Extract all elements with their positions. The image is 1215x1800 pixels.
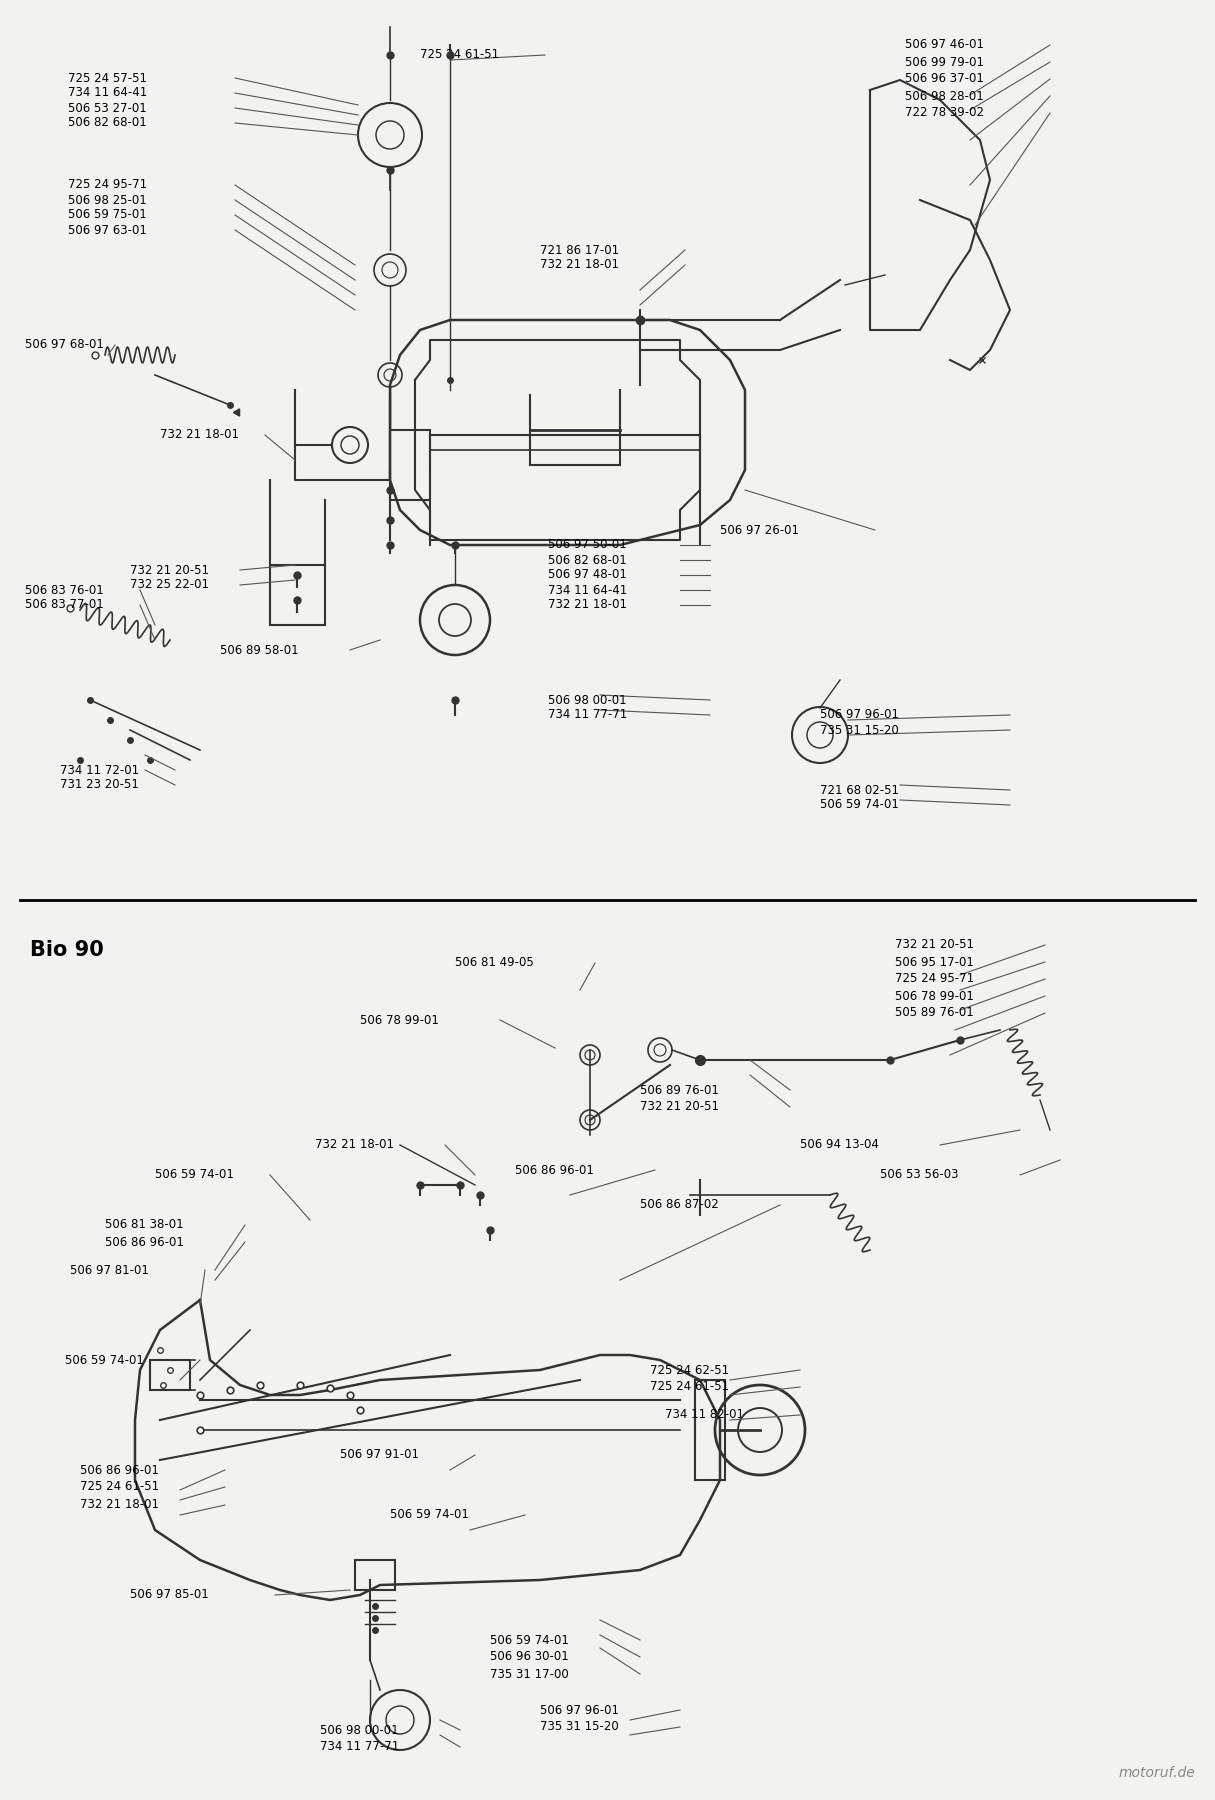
Bar: [270, 565, 324, 625]
Text: 734 11 82-01: 734 11 82-01: [665, 1408, 744, 1422]
Text: 506 97 48-01: 506 97 48-01: [548, 569, 627, 581]
Text: 506 59 74-01: 506 59 74-01: [156, 1168, 233, 1181]
Text: 735 31 17-00: 735 31 17-00: [490, 1667, 569, 1681]
Text: 735 31 15-20: 735 31 15-20: [820, 724, 899, 736]
Text: 506 59 74-01: 506 59 74-01: [390, 1508, 469, 1521]
Text: 506 97 50-01: 506 97 50-01: [548, 538, 627, 551]
Text: 506 98 00-01: 506 98 00-01: [548, 693, 627, 706]
Text: 725 24 61-51: 725 24 61-51: [80, 1480, 159, 1494]
Text: 734 11 77-71: 734 11 77-71: [320, 1741, 400, 1753]
Text: 732 21 20-51: 732 21 20-51: [895, 938, 974, 952]
Text: motoruf.de: motoruf.de: [1118, 1766, 1196, 1780]
Text: 725 24 61-51: 725 24 61-51: [420, 49, 499, 61]
Text: 506 81 49-05: 506 81 49-05: [454, 956, 533, 970]
Text: 725 24 95-71: 725 24 95-71: [68, 178, 147, 191]
Text: 506 86 96-01: 506 86 96-01: [104, 1235, 183, 1249]
Text: 506 98 28-01: 506 98 28-01: [905, 90, 984, 103]
Text: 506 97 96-01: 506 97 96-01: [820, 709, 899, 722]
Text: 506 53 56-03: 506 53 56-03: [880, 1168, 959, 1181]
Text: 506 59 74-01: 506 59 74-01: [490, 1634, 569, 1647]
Text: 506 89 76-01: 506 89 76-01: [640, 1084, 719, 1096]
Text: 734 11 64-41: 734 11 64-41: [68, 86, 147, 99]
Text: 506 82 68-01: 506 82 68-01: [548, 554, 627, 567]
Text: 506 78 99-01: 506 78 99-01: [360, 1013, 439, 1026]
Text: 506 83 77-01: 506 83 77-01: [26, 598, 103, 612]
Text: 722 78 39-02: 722 78 39-02: [905, 106, 984, 119]
Text: 506 78 99-01: 506 78 99-01: [895, 990, 974, 1003]
Text: 506 86 96-01: 506 86 96-01: [515, 1163, 594, 1177]
Text: 725 24 61-51: 725 24 61-51: [650, 1381, 729, 1393]
Text: 732 21 18-01: 732 21 18-01: [548, 598, 627, 612]
Text: 735 31 15-20: 735 31 15-20: [539, 1721, 618, 1733]
Text: 732 21 18-01: 732 21 18-01: [80, 1498, 159, 1512]
Text: 734 11 77-71: 734 11 77-71: [548, 709, 627, 722]
Text: 506 95 17-01: 506 95 17-01: [895, 956, 974, 968]
Text: 506 97 85-01: 506 97 85-01: [130, 1589, 209, 1602]
Text: 725 24 57-51: 725 24 57-51: [68, 72, 147, 85]
Text: 506 53 27-01: 506 53 27-01: [68, 101, 147, 115]
Text: 506 59 75-01: 506 59 75-01: [68, 209, 147, 221]
Text: 732 21 20-51: 732 21 20-51: [130, 563, 209, 576]
Text: Bio 90: Bio 90: [30, 940, 103, 959]
Text: 506 94 13-04: 506 94 13-04: [799, 1139, 878, 1152]
Text: 732 25 22-01: 732 25 22-01: [130, 578, 209, 592]
Text: 734 11 64-41: 734 11 64-41: [548, 583, 627, 596]
Text: 506 97 46-01: 506 97 46-01: [905, 38, 984, 52]
Text: 725 24 62-51: 725 24 62-51: [650, 1364, 729, 1377]
Text: 506 59 74-01: 506 59 74-01: [64, 1354, 143, 1366]
Text: 732 21 18-01: 732 21 18-01: [160, 428, 239, 441]
Text: 732 21 18-01: 732 21 18-01: [539, 259, 618, 272]
Text: 506 96 37-01: 506 96 37-01: [905, 72, 984, 85]
Text: 734 11 72-01: 734 11 72-01: [60, 763, 140, 776]
Text: 721 86 17-01: 721 86 17-01: [539, 243, 620, 256]
Text: 506 97 26-01: 506 97 26-01: [720, 524, 799, 536]
Text: 725 24 95-71: 725 24 95-71: [895, 972, 974, 986]
Text: 732 21 20-51: 732 21 20-51: [640, 1100, 719, 1114]
Text: 506 97 91-01: 506 97 91-01: [340, 1449, 419, 1462]
Bar: [695, 1381, 725, 1480]
Text: 506 59 74-01: 506 59 74-01: [820, 799, 899, 812]
Text: 505 89 76-01: 505 89 76-01: [895, 1006, 973, 1019]
Text: 506 99 79-01: 506 99 79-01: [905, 56, 984, 68]
Text: 731 23 20-51: 731 23 20-51: [60, 778, 139, 792]
Text: 506 97 68-01: 506 97 68-01: [26, 338, 103, 351]
Text: 506 81 38-01: 506 81 38-01: [104, 1219, 183, 1231]
Bar: [355, 1561, 395, 1589]
Text: 506 89 58-01: 506 89 58-01: [220, 644, 299, 657]
Text: 721 68 02-51: 721 68 02-51: [820, 783, 899, 796]
Text: 506 86 87-02: 506 86 87-02: [640, 1199, 719, 1211]
Text: 506 86 96-01: 506 86 96-01: [80, 1463, 159, 1476]
Text: 732 21 18-01: 732 21 18-01: [315, 1139, 394, 1152]
Text: 506 98 25-01: 506 98 25-01: [68, 194, 147, 207]
Text: 506 96 30-01: 506 96 30-01: [490, 1651, 569, 1663]
Text: 506 97 63-01: 506 97 63-01: [68, 223, 147, 236]
Text: 506 82 68-01: 506 82 68-01: [68, 117, 147, 130]
Bar: [149, 1361, 190, 1390]
Text: 506 83 76-01: 506 83 76-01: [26, 583, 103, 596]
Text: 506 98 00-01: 506 98 00-01: [320, 1724, 399, 1737]
Text: 506 97 81-01: 506 97 81-01: [70, 1264, 149, 1276]
Text: 506 97 96-01: 506 97 96-01: [539, 1703, 618, 1717]
